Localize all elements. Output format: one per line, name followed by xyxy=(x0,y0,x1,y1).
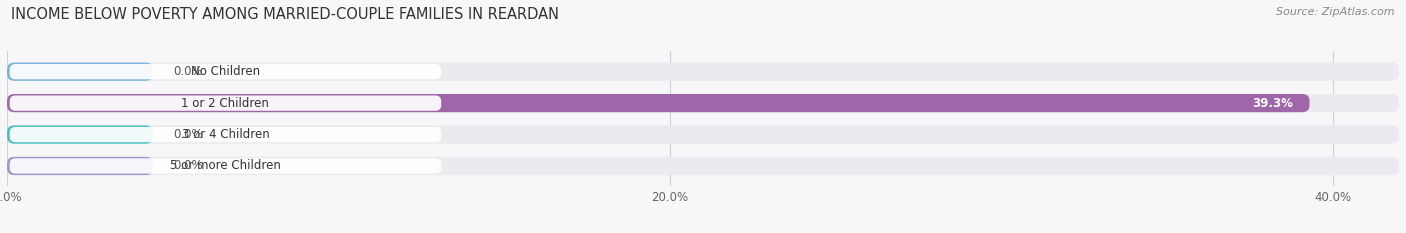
Text: Source: ZipAtlas.com: Source: ZipAtlas.com xyxy=(1277,7,1395,17)
FancyBboxPatch shape xyxy=(7,157,1399,175)
FancyBboxPatch shape xyxy=(7,94,1399,112)
FancyBboxPatch shape xyxy=(10,127,441,142)
FancyBboxPatch shape xyxy=(7,125,153,144)
Text: 0.0%: 0.0% xyxy=(173,65,202,78)
FancyBboxPatch shape xyxy=(7,63,1399,81)
Text: 0.0%: 0.0% xyxy=(173,128,202,141)
FancyBboxPatch shape xyxy=(7,125,1399,144)
Text: No Children: No Children xyxy=(191,65,260,78)
Text: 5 or more Children: 5 or more Children xyxy=(170,159,281,172)
FancyBboxPatch shape xyxy=(10,158,441,174)
FancyBboxPatch shape xyxy=(7,157,153,175)
Text: 3 or 4 Children: 3 or 4 Children xyxy=(181,128,270,141)
Text: 1 or 2 Children: 1 or 2 Children xyxy=(181,97,270,110)
Text: 39.3%: 39.3% xyxy=(1251,97,1294,110)
Text: INCOME BELOW POVERTY AMONG MARRIED-COUPLE FAMILIES IN REARDAN: INCOME BELOW POVERTY AMONG MARRIED-COUPL… xyxy=(11,7,560,22)
Text: 0.0%: 0.0% xyxy=(173,159,202,172)
FancyBboxPatch shape xyxy=(10,64,441,79)
FancyBboxPatch shape xyxy=(7,63,153,81)
FancyBboxPatch shape xyxy=(7,94,1309,112)
FancyBboxPatch shape xyxy=(10,96,441,111)
